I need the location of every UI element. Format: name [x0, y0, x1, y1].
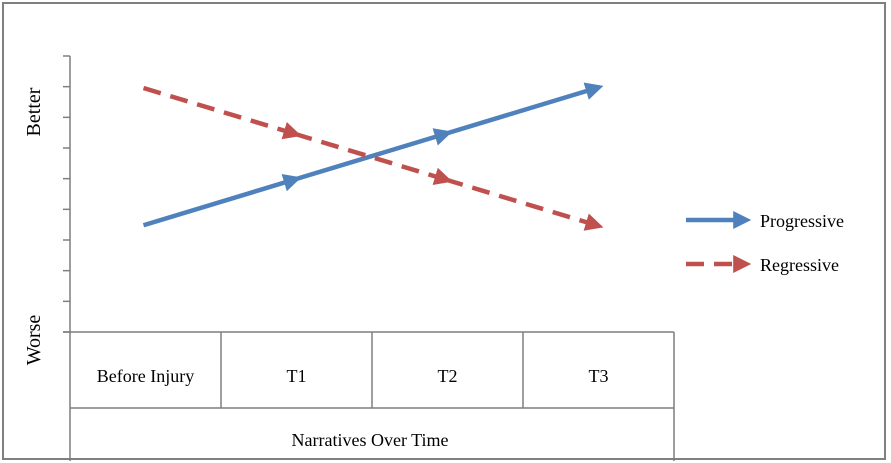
y-axis-label-worse: Worse: [23, 315, 45, 366]
axis-layer: Before Injury T1 T2 T3: [63, 55, 675, 461]
y-axis-label-better: Better: [23, 87, 45, 136]
progressive-series-segment: [293, 128, 453, 182]
x-tick-label: Before Injury: [97, 366, 194, 386]
x-tick-label: T1: [287, 366, 307, 386]
x-tick-label: T3: [589, 366, 609, 386]
legend-label-progressive: Progressive: [760, 211, 844, 231]
x-tick-label: T2: [438, 366, 458, 386]
x-axis-label: Narratives Over Time: [292, 430, 449, 450]
progressive-series-segment: [142, 174, 302, 228]
progressive-series-segment: [444, 82, 604, 136]
legend: Progressive Regressive: [686, 211, 844, 275]
regressive-series-segment: [142, 85, 302, 140]
legend-label-regressive: Regressive: [760, 255, 839, 275]
regressive-series-segment: [444, 177, 604, 231]
series-layer: [142, 82, 604, 231]
